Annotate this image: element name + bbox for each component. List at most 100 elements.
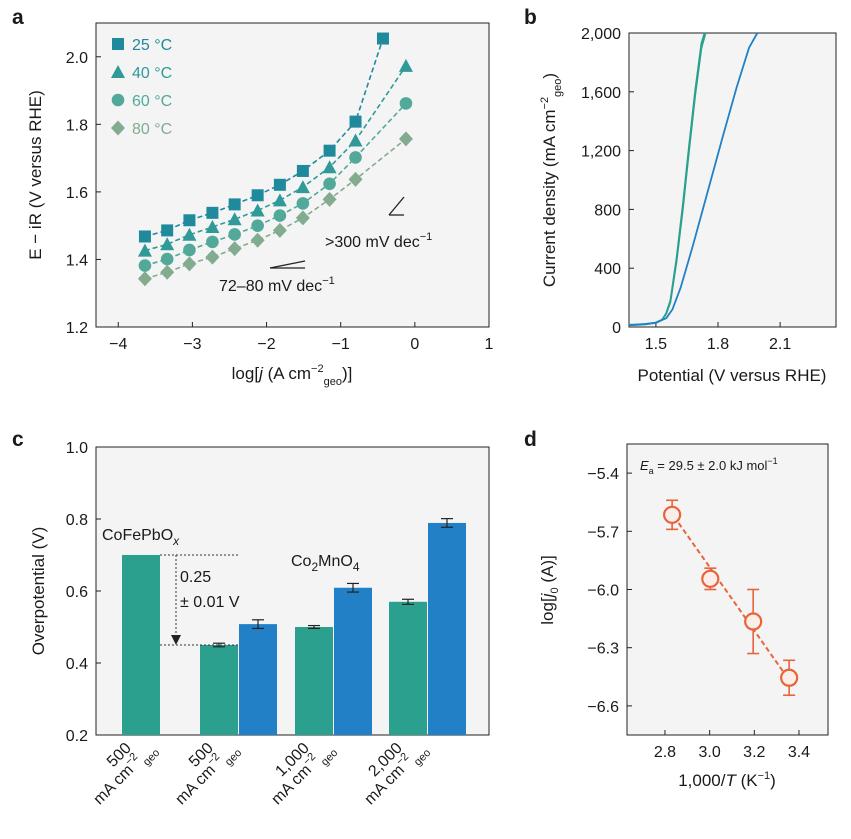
data-point-a: [399, 97, 413, 110]
ea-sup: −1: [767, 456, 777, 466]
data-point-a: [323, 144, 336, 157]
x-tick-label-b: 2.1: [769, 336, 791, 353]
legend-label-a: 25 °C: [132, 37, 172, 54]
y-tick-label-c: 1.0: [66, 440, 88, 457]
x-title-d-unit: (K: [736, 771, 758, 790]
y-tick-label-d: −6.0: [587, 583, 619, 600]
fit-line: [668, 509, 794, 686]
data-point-d: [663, 505, 682, 524]
data-point-a: [295, 210, 310, 226]
data-point-a: [398, 131, 413, 147]
y-tick-label-b: 800: [594, 202, 621, 219]
x-tick-label-a: −4: [109, 336, 127, 353]
slope-label-high-text: >300 mV dec: [325, 234, 420, 251]
y-tick-label-b: 1,600: [581, 85, 621, 102]
delta-label-line1: 0.25: [180, 569, 211, 586]
data-point-d: [701, 569, 720, 588]
catalyst-label-co2mno4: Co2MnO4: [291, 553, 360, 574]
slope-label-high-sup: −1: [420, 231, 433, 243]
bar: [200, 645, 238, 735]
x-tick-label-d: 3.4: [788, 744, 810, 761]
data-point-a: [398, 58, 413, 72]
series-line-b: [628, 32, 759, 327]
y-tick-label-b: 0: [612, 320, 621, 337]
data-point-a: [296, 164, 309, 177]
bar: [295, 627, 333, 735]
catalyst-label-cofepbox: CoFePbOx: [102, 527, 180, 548]
bar: [239, 624, 277, 735]
series-line-a: [144, 65, 407, 252]
y-title-b-sub: geo: [552, 79, 564, 97]
y-tick-label-a: 2.0: [66, 50, 88, 67]
slope-indicator-low: [269, 260, 306, 269]
data-point-a: [227, 212, 242, 226]
data-point-a: [228, 198, 241, 211]
data-point-a: [137, 243, 152, 257]
catalyst2-sub1: 2: [311, 560, 318, 574]
y-tick-label-c: 0.2: [66, 728, 88, 745]
panel-letter-c: c: [12, 428, 24, 451]
legend-label-a: 40 °C: [132, 65, 172, 82]
data-point-a: [227, 241, 242, 257]
panel-letter-b: b: [524, 6, 537, 29]
data-point-a: [183, 243, 196, 257]
delta-arrowhead: [171, 635, 181, 645]
y-tick-label-c: 0.8: [66, 512, 88, 529]
x-tick-label-b: 1.5: [645, 336, 667, 353]
data-point-a: [322, 160, 337, 174]
y-title-d-sub: 0: [549, 587, 561, 593]
data-point-a: [161, 224, 174, 237]
data-point-a: [228, 228, 241, 241]
x-title-d-sup: −1: [758, 770, 771, 782]
x-title-d-suffix: ): [770, 771, 776, 790]
x-tick-label-d: 3.0: [699, 744, 721, 761]
y-title-b-sup: −2: [539, 97, 551, 110]
y-tick-label-b: 400: [594, 261, 621, 278]
y-axis-title-b: Current density (mA cm−2geo): [539, 73, 564, 287]
x-title-a-unit: (A cm: [263, 364, 311, 383]
plot-bg-b: [629, 33, 836, 327]
data-point-a: [160, 264, 175, 280]
y-tick-label-a: 1.4: [66, 252, 88, 269]
y-tick-label-a: 1.8: [66, 117, 88, 134]
x-tick-label-a: −1: [332, 336, 350, 353]
activation-energy-label: Ea = 29.5 ± 2.0 kJ mol−1: [640, 456, 778, 476]
y-title-b-part: Current density (mA cm: [540, 109, 559, 287]
data-point-a: [206, 235, 219, 249]
data-point-a: [296, 197, 310, 210]
ea-symbol: E: [640, 458, 649, 473]
x-tick-label-d: 2.8: [654, 744, 676, 761]
data-point-a: [349, 115, 362, 128]
y-title-d-part: log[: [538, 597, 557, 625]
plot-bg-d: [627, 444, 828, 735]
legend-label-a: 80 °C: [132, 121, 172, 138]
data-point-a: [137, 271, 152, 287]
slope-label-low: 72–80 mV dec−1: [219, 275, 335, 295]
y-tick-label-a: 1.2: [66, 320, 88, 337]
data-point-a: [348, 133, 363, 147]
data-point-a: [349, 151, 362, 164]
bar: [122, 555, 160, 735]
data-point-a: [160, 237, 175, 251]
data-point-a: [138, 230, 151, 243]
panel-b-chart: 1.5 1.8 2.1 0 400 800 1,200 1,600 2,000 Potential…: [539, 26, 837, 385]
x-tick-label-a: 0: [410, 336, 419, 353]
category-unit-sub: geo: [141, 747, 162, 768]
legend-marker-a: [111, 93, 125, 107]
catalyst1-main: CoFePbO: [102, 527, 173, 544]
data-point-a: [160, 252, 174, 266]
x-title-d-var: T: [725, 771, 737, 790]
y-tick-label-c: 0.6: [66, 584, 88, 601]
legend-marker-a: [111, 120, 125, 136]
x-tick-label-a: −3: [183, 336, 201, 353]
slope-label-high: >300 mV dec−1: [325, 231, 432, 251]
x-axis-title-b: Potential (V versus RHE): [638, 366, 827, 385]
category-unit-sub: geo: [319, 747, 340, 768]
catalyst1-sub: x: [172, 534, 180, 548]
ea-text: = 29.5 ± 2.0 kJ mol: [654, 458, 768, 473]
data-point-a: [272, 222, 287, 238]
x-tick-label-a: −2: [257, 336, 275, 353]
bar: [389, 601, 427, 735]
bar: [428, 522, 466, 735]
